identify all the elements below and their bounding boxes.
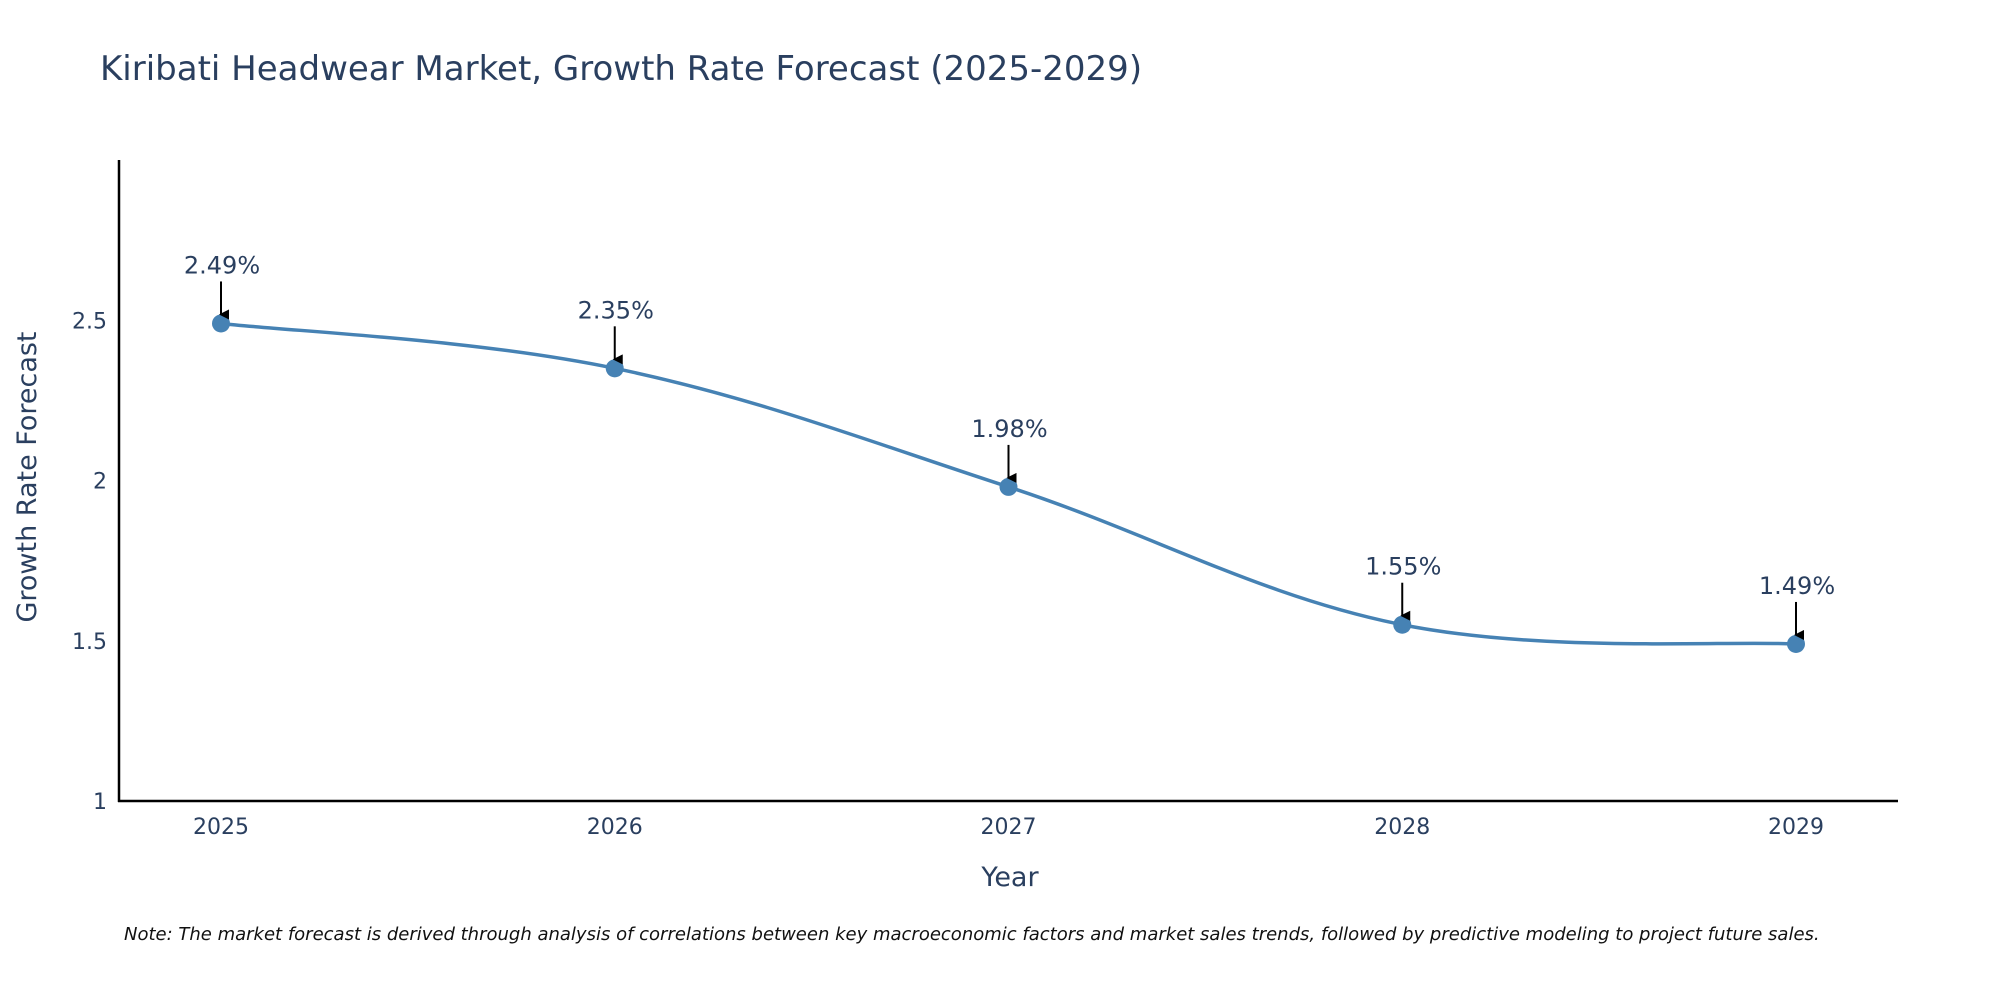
x-tick-label: 2026: [587, 815, 643, 840]
y-tick-label: 2: [93, 470, 107, 495]
y-tick-label: 2.5: [72, 309, 107, 334]
x-tick-label: 2025: [193, 815, 249, 840]
y-tick-label: 1: [93, 790, 107, 815]
data-point[interactable]: [999, 477, 1018, 496]
tick-labels: 1 1.5 2 2.5 2025 2026 2027 2028 2029: [72, 309, 1824, 840]
chart-title: Kiribati Headwear Market, Growth Rate Fo…: [100, 49, 1142, 89]
data-point[interactable]: [1393, 615, 1412, 634]
x-tick-label: 2029: [1768, 815, 1824, 840]
data-point[interactable]: [1787, 634, 1805, 653]
data-point[interactable]: [605, 359, 624, 378]
y-axis-title: Growth Rate Forecast: [12, 331, 43, 622]
axes: [117, 160, 1898, 803]
data-label: 2.49%: [184, 251, 260, 279]
series-line-group: [212, 314, 1805, 653]
data-label: 1.49%: [1759, 572, 1835, 600]
data-label: 1.98%: [971, 415, 1047, 443]
data-label: 2.35%: [578, 296, 654, 324]
data-point[interactable]: [212, 314, 230, 333]
data-label-group: 2.49% 2.35% 1.98% 1.55% 1.49%: [184, 251, 1835, 640]
data-label: 1.55%: [1365, 553, 1441, 581]
x-tick-label: 2027: [981, 815, 1037, 840]
x-tick-label: 2028: [1374, 815, 1430, 840]
footnote: Note: The market forecast is derived thr…: [124, 924, 1820, 945]
y-tick-label: 1.5: [72, 630, 107, 655]
x-axis-title: Year: [980, 862, 1039, 893]
